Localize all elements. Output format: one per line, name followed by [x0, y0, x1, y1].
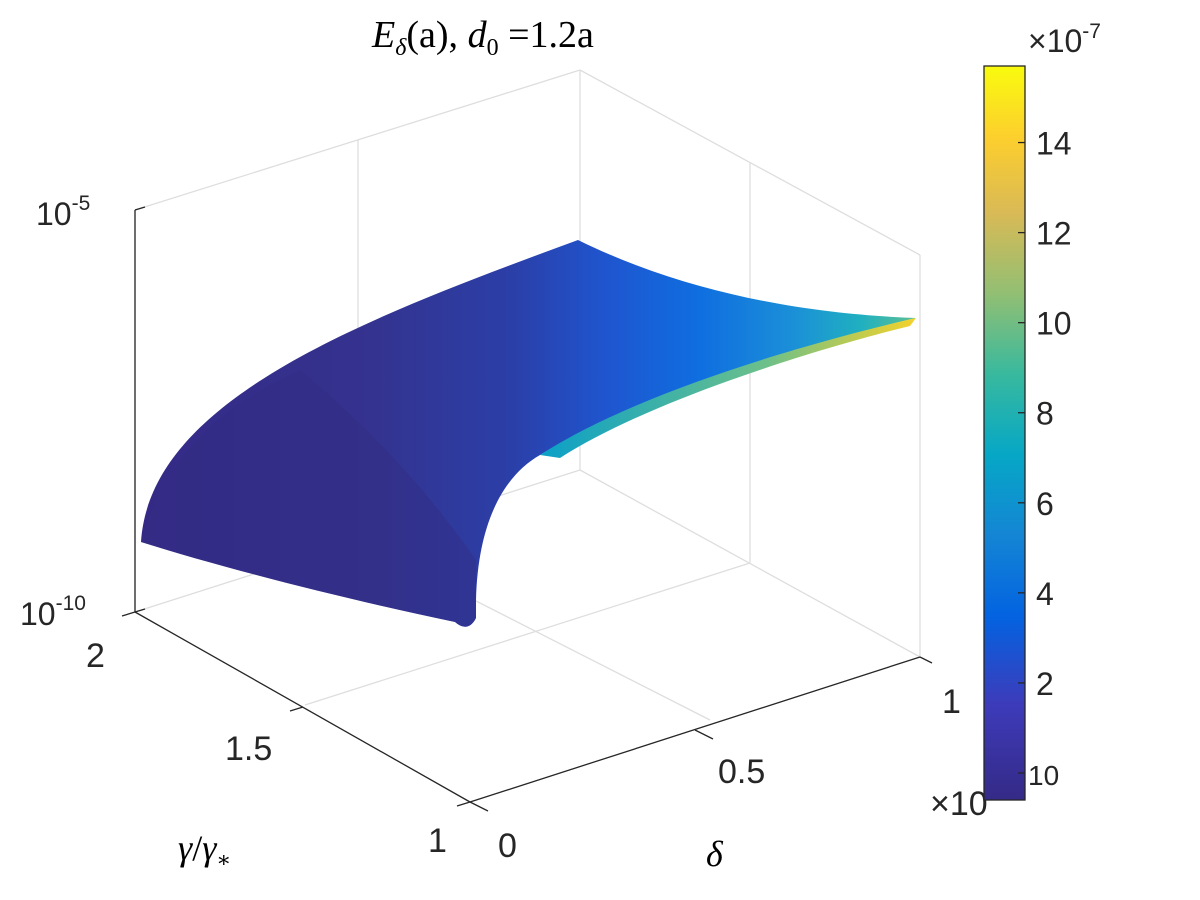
grid-line-floor-y-mid	[304, 562, 751, 706]
chart-title: Eδ(a), d0 =1.2a	[371, 14, 594, 61]
y-tick-label-1: 1	[428, 822, 447, 860]
colorbar-tick-label: 2	[1036, 666, 1054, 702]
title-delta-subscript: δ	[395, 35, 407, 61]
colorbar: 10 2 4 6 8 10 12 14 ×10-7	[983, 20, 1101, 801]
surface-dark-region	[141, 370, 476, 627]
colorbar-tick-label: 4	[1036, 576, 1054, 612]
surface-plot	[141, 240, 916, 627]
title-rest: =1.2a	[499, 14, 594, 56]
colorbar-tick-label: 10	[1028, 760, 1059, 791]
x-axis-label: δ	[706, 834, 724, 874]
z-tick-high-base: 10	[36, 196, 72, 232]
y-label-star-subscript: ∗	[216, 847, 231, 872]
y-tick-mark-1	[289, 706, 304, 712]
colorbar-multiplier: ×10-7	[1028, 20, 1101, 59]
colorbar-tick-label: 8	[1036, 396, 1054, 432]
z-tick-low-exp: -10	[56, 592, 86, 615]
z-tick-low-base: 10	[20, 596, 56, 632]
z-tick-mark-low	[134, 608, 146, 613]
colorbar-ticks: 10 2 4 6 8 10 12 14	[1018, 126, 1072, 791]
z-tick-label-high: 10-5	[36, 192, 90, 232]
x-tick-mark-1	[694, 729, 714, 740]
z-tick-label-low: 10-10	[20, 592, 86, 632]
y-tick-mark-0	[456, 801, 471, 807]
y-tick-mark-2	[121, 611, 136, 617]
z-tick-high-exp: -5	[72, 192, 91, 215]
x-tick-label-0: 0	[498, 827, 517, 865]
y-tick-label-2: 2	[86, 637, 105, 675]
y-label-gamma: γ	[178, 828, 193, 868]
x-tick-mark-0	[469, 801, 489, 812]
colorbar-tick-label: 14	[1036, 126, 1072, 162]
y-label-gamma-star: γ	[202, 828, 217, 868]
colorbar-fill	[983, 65, 1026, 801]
surface-edge-highlight	[540, 318, 916, 458]
x-tick-label-0-5: 0.5	[718, 753, 765, 791]
x-tick-mark-2	[919, 656, 933, 664]
y-axis-label: γ/γ∗	[178, 828, 231, 872]
x-axis-line	[469, 656, 921, 803]
colorbar-tick-label: 10	[1036, 306, 1072, 342]
colorbar-multiplier-exp: -7	[1082, 20, 1101, 43]
title-e: E	[371, 14, 395, 56]
front-axes	[121, 206, 933, 812]
y-label-slash: /	[192, 828, 202, 868]
z-tick-mark-high	[134, 206, 146, 211]
colorbar-tick-label: 6	[1036, 486, 1054, 522]
title-argument: (a),	[406, 14, 467, 56]
x-tick-label-1: 1	[942, 683, 961, 721]
title-zero-subscript: 0	[487, 35, 499, 61]
colorbar-multiplier-base: ×10	[1028, 23, 1082, 59]
colorbar-tick-label: 12	[1036, 216, 1072, 252]
title-d: d	[468, 14, 488, 56]
x-axis-exponent: ×10	[930, 785, 988, 823]
y-tick-label-1-5: 1.5	[225, 730, 272, 768]
surface-mesh	[141, 240, 916, 627]
